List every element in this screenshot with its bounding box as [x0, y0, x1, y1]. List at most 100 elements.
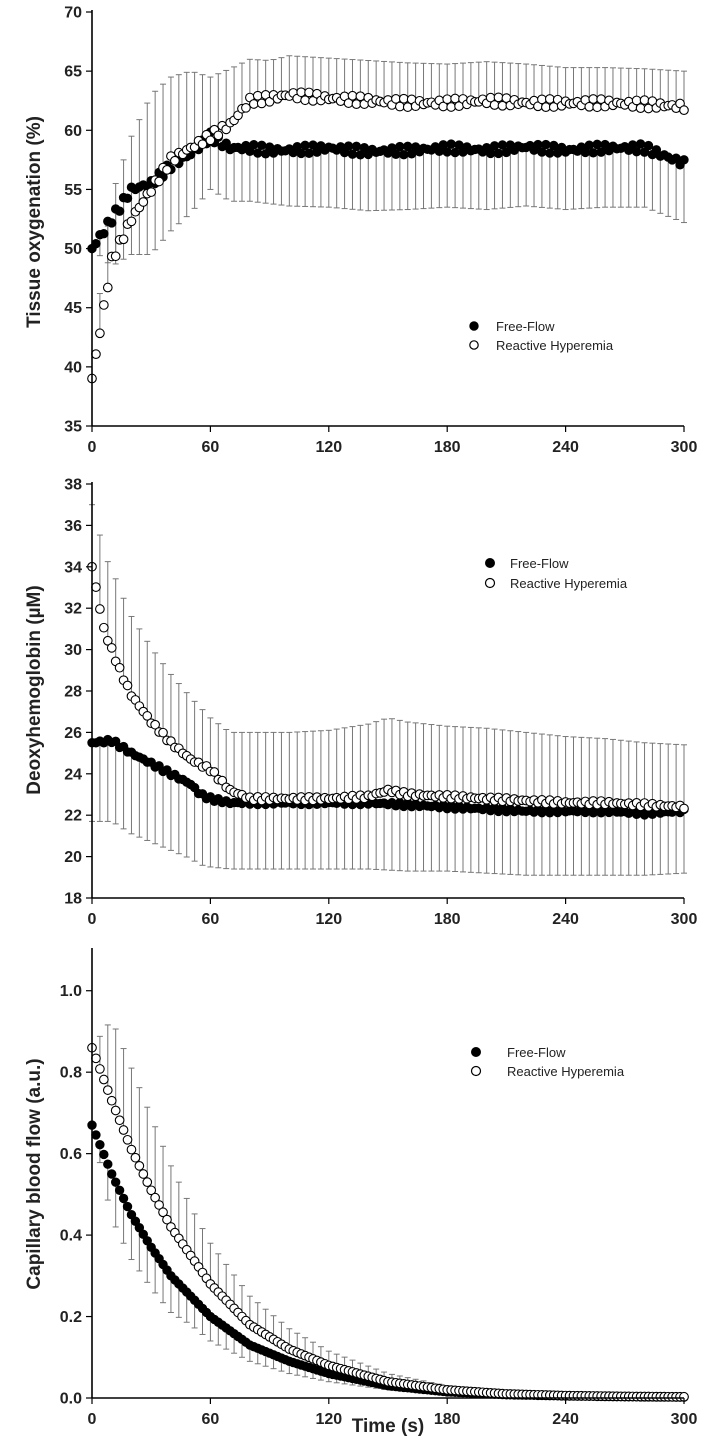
data-point [134, 1161, 145, 1171]
data-point [351, 141, 362, 152]
x-tick-label: 120 [315, 439, 342, 456]
legend-free-flow-marker [471, 1047, 481, 1057]
data-point [249, 139, 259, 150]
x-tick-label: 180 [434, 911, 461, 928]
x-tick-label: 60 [202, 1411, 220, 1428]
data-point [138, 1169, 149, 1179]
data-point [138, 197, 149, 207]
data-point [126, 216, 137, 227]
y-tick-label: 55 [64, 182, 82, 199]
data-point [126, 1144, 137, 1155]
x-tick-label: 0 [88, 439, 97, 456]
tissue-oxygenation-chart: Tissue oxygenation (%) 35 40 45 50 55 60 65 70 0… [24, 5, 697, 457]
data-point [395, 141, 405, 152]
data-point [446, 102, 456, 112]
deoxyhemoglobin-legend: Free-Flow Reactive Hyperemia [484, 556, 628, 591]
data-point [158, 1207, 168, 1218]
data-point [446, 139, 456, 149]
data-point [146, 1185, 157, 1196]
data-point [391, 149, 401, 160]
data-point [347, 90, 358, 101]
y-tick-label: 30 [64, 642, 82, 659]
x-axis-title: Time (s) [352, 1416, 425, 1437]
legend-free-flow-marker [485, 558, 495, 568]
x-tick-label: 60 [202, 439, 220, 456]
data-point [91, 1053, 101, 1064]
data-point [394, 101, 405, 112]
data-point [122, 1134, 133, 1145]
data-point [544, 94, 555, 104]
data-point [122, 680, 133, 691]
data-point [170, 155, 180, 166]
data-point [110, 1105, 121, 1116]
y-tick-label: 36 [64, 518, 82, 535]
data-point [493, 148, 504, 159]
data-point [98, 1074, 109, 1085]
y-tick-label: 0.0 [60, 1391, 82, 1408]
data-point [162, 165, 172, 175]
data-point [442, 147, 452, 157]
tissue-oxygenation-legend: Free-Flow Reactive Hyperemia [469, 319, 614, 353]
y-tick-label: 34 [64, 559, 82, 576]
data-point [102, 282, 113, 293]
capillary-blood-flow-y-axis-title: Capillary blood flow (a.u.) [24, 1058, 45, 1289]
y-tick-label: 20 [64, 849, 82, 866]
legend-free-flow-label: Free-Flow [496, 319, 555, 334]
data-point [541, 102, 551, 113]
legend-reactive-hyperemia-label: Reactive Hyperemia [507, 1064, 625, 1079]
y-tick-label: 0.6 [60, 1146, 82, 1163]
data-point [118, 1193, 129, 1204]
data-point [248, 99, 259, 109]
data-point [485, 148, 496, 159]
x-tick-label: 0 [88, 911, 97, 928]
y-tick-label: 40 [64, 359, 82, 376]
data-point [300, 140, 310, 151]
y-tick-label: 18 [64, 891, 82, 908]
data-point [130, 1152, 141, 1163]
tissue-oxygenation-marks [87, 55, 689, 384]
free-flow-series [87, 127, 689, 254]
data-point [635, 139, 646, 149]
x-tick-label: 120 [315, 1411, 342, 1428]
legend-reactive-hyperemia-marker [484, 577, 496, 589]
data-point [643, 140, 654, 151]
data-point [197, 139, 208, 150]
x-tick-label: 300 [671, 1411, 698, 1428]
data-point [639, 95, 650, 105]
y-tick-label: 1.0 [60, 983, 82, 1000]
data-point [118, 1125, 129, 1135]
y-tick-label: 0.8 [60, 1065, 82, 1082]
data-point [106, 643, 117, 653]
data-point [679, 155, 689, 165]
data-point [257, 140, 267, 151]
data-point [91, 239, 101, 249]
data-point [122, 193, 133, 204]
data-point [95, 1064, 105, 1074]
data-point [489, 141, 500, 151]
y-tick-label: 26 [64, 725, 82, 742]
data-point [304, 148, 314, 159]
y-tick-label: 28 [64, 684, 82, 701]
legend-reactive-hyperemia-label: Reactive Hyperemia [496, 338, 614, 353]
data-point [588, 148, 598, 158]
data-point [300, 95, 310, 106]
data-point [256, 98, 267, 109]
y-tick-label: 70 [64, 5, 82, 22]
tissue-oxygenation-axes: 35 40 45 50 55 60 65 70 0 60 120 180 240 300 [64, 5, 697, 457]
data-point [106, 1095, 117, 1106]
data-point [114, 1115, 125, 1126]
data-point [107, 218, 117, 228]
reactive-hyperemia-series [87, 1042, 689, 1402]
data-point [635, 103, 646, 114]
reactive-hyperemia-error-bars [89, 504, 687, 807]
y-tick-label: 32 [64, 601, 82, 618]
data-point [154, 1200, 164, 1210]
data-point [241, 102, 251, 113]
data-point [537, 94, 547, 105]
data-point [98, 300, 109, 310]
data-point [142, 711, 153, 721]
data-point [122, 1201, 133, 1212]
data-point [679, 105, 689, 116]
data-point [347, 149, 358, 159]
